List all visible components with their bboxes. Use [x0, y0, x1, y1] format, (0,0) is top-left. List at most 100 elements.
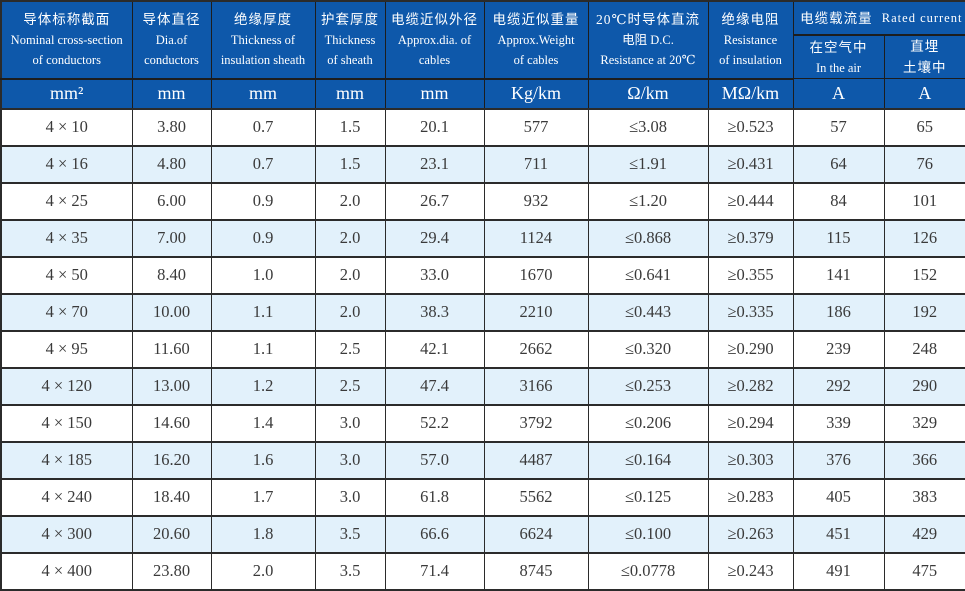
cell-cross-section: 4 × 35: [1, 220, 132, 257]
cell-conductor-diameter: 23.80: [132, 553, 211, 590]
table-row: 4 × 16 4.80 0.7 1.5 23.1 711 ≤1.91 ≥0.43…: [1, 146, 965, 183]
units-row: mm² mm mm mm mm Kg/km Ω/km MΩ/km A A: [1, 79, 965, 109]
cell-insulation-thickness: 0.7: [211, 109, 315, 146]
header-line-en: Dia.of: [133, 30, 211, 50]
cell-sheath-thickness: 2.0: [315, 257, 385, 294]
cell-current-buried: 101: [884, 183, 965, 220]
cell-sheath-thickness: 1.5: [315, 109, 385, 146]
cell-current-buried: 366: [884, 442, 965, 479]
cell-current-in-air: 186: [793, 294, 884, 331]
cell-approx-weight: 5562: [484, 479, 588, 516]
cell-cross-section: 4 × 240: [1, 479, 132, 516]
header-line-en: Thickness: [316, 30, 385, 50]
cell-current-in-air: 491: [793, 553, 884, 590]
cell-insulation-resistance: ≥0.290: [708, 331, 793, 368]
cell-insulation-resistance: ≥0.243: [708, 553, 793, 590]
table-row: 4 × 10 3.80 0.7 1.5 20.1 577 ≤3.08 ≥0.52…: [1, 109, 965, 146]
header-line-en: of sheath: [316, 50, 385, 70]
header-line-zh: 在空气中: [794, 37, 884, 58]
table-row: 4 × 400 23.80 2.0 3.5 71.4 8745 ≤0.0778 …: [1, 553, 965, 590]
cell-current-in-air: 376: [793, 442, 884, 479]
cell-dc-resistance: ≤1.91: [588, 146, 708, 183]
cell-insulation-resistance: ≥0.263: [708, 516, 793, 553]
table-row: 4 × 70 10.00 1.1 2.0 38.3 2210 ≤0.443 ≥0…: [1, 294, 965, 331]
cell-dc-resistance: ≤0.253: [588, 368, 708, 405]
cell-insulation-resistance: ≥0.355: [708, 257, 793, 294]
cell-approx-diameter: 29.4: [385, 220, 484, 257]
header-approx-weight: 电缆近似重量 Approx.Weight of cables: [484, 1, 588, 79]
cell-current-in-air: 239: [793, 331, 884, 368]
cell-approx-diameter: 38.3: [385, 294, 484, 331]
table-body: 4 × 10 3.80 0.7 1.5 20.1 577 ≤3.08 ≥0.52…: [1, 109, 965, 590]
cell-cross-section: 4 × 120: [1, 368, 132, 405]
table-row: 4 × 185 16.20 1.6 3.0 57.0 4487 ≤0.164 ≥…: [1, 442, 965, 479]
cell-insulation-thickness: 0.9: [211, 220, 315, 257]
header-line-zh: 导体标称截面: [2, 9, 132, 30]
cell-insulation-resistance: ≥0.282: [708, 368, 793, 405]
cell-conductor-diameter: 13.00: [132, 368, 211, 405]
header-line-en: Resistance: [709, 30, 793, 50]
cell-insulation-thickness: 1.1: [211, 331, 315, 368]
cell-approx-diameter: 57.0: [385, 442, 484, 479]
header-in-air: 在空气中 In the air: [793, 35, 884, 79]
cell-approx-weight: 577: [484, 109, 588, 146]
cell-sheath-thickness: 2.0: [315, 220, 385, 257]
table-row: 4 × 25 6.00 0.9 2.0 26.7 932 ≤1.20 ≥0.44…: [1, 183, 965, 220]
cell-dc-resistance: ≤0.100: [588, 516, 708, 553]
header-line-en: of insulation: [709, 50, 793, 70]
cell-sheath-thickness: 3.5: [315, 553, 385, 590]
header-line-zh: 电缆近似重量: [485, 9, 588, 30]
header-buried-in-soil: 直埋 土壤中: [884, 35, 965, 79]
table-header: 导体标称截面 Nominal cross-section of conducto…: [1, 1, 965, 109]
cell-current-buried: 126: [884, 220, 965, 257]
cell-current-in-air: 64: [793, 146, 884, 183]
cell-conductor-diameter: 3.80: [132, 109, 211, 146]
cell-conductor-diameter: 4.80: [132, 146, 211, 183]
cell-dc-resistance: ≤3.08: [588, 109, 708, 146]
cell-approx-weight: 6624: [484, 516, 588, 553]
unit-cell: mm²: [1, 79, 132, 109]
cell-insulation-thickness: 1.2: [211, 368, 315, 405]
header-line-en: Approx.Weight: [485, 30, 588, 50]
cell-current-in-air: 84: [793, 183, 884, 220]
cell-dc-resistance: ≤1.20: [588, 183, 708, 220]
cell-current-buried: 192: [884, 294, 965, 331]
cell-insulation-resistance: ≥0.379: [708, 220, 793, 257]
cell-cross-section: 4 × 50: [1, 257, 132, 294]
cell-sheath-thickness: 3.0: [315, 405, 385, 442]
cell-current-buried: 65: [884, 109, 965, 146]
cell-current-buried: 152: [884, 257, 965, 294]
cell-approx-weight: 932: [484, 183, 588, 220]
header-rated-current-group: 电缆载流量 Rated current: [793, 1, 965, 35]
cell-cross-section: 4 × 10: [1, 109, 132, 146]
cell-current-in-air: 339: [793, 405, 884, 442]
cell-insulation-thickness: 1.1: [211, 294, 315, 331]
table-row: 4 × 95 11.60 1.1 2.5 42.1 2662 ≤0.320 ≥0…: [1, 331, 965, 368]
unit-cell: mm: [211, 79, 315, 109]
cell-approx-weight: 711: [484, 146, 588, 183]
cell-approx-diameter: 66.6: [385, 516, 484, 553]
table-row: 4 × 300 20.60 1.8 3.5 66.6 6624 ≤0.100 ≥…: [1, 516, 965, 553]
cell-conductor-diameter: 11.60: [132, 331, 211, 368]
header-line-zh: 20℃时导体直流: [589, 9, 708, 30]
header-line-en: insulation sheath: [212, 50, 315, 70]
cell-sheath-thickness: 2.5: [315, 331, 385, 368]
cell-insulation-resistance: ≥0.303: [708, 442, 793, 479]
header-line-en: Approx.dia. of: [386, 30, 484, 50]
header-approx-diameter: 电缆近似外径 Approx.dia. of cables: [385, 1, 484, 79]
unit-cell: MΩ/km: [708, 79, 793, 109]
header-line-en: Thickness of: [212, 30, 315, 50]
unit-cell: mm: [385, 79, 484, 109]
cell-insulation-thickness: 0.7: [211, 146, 315, 183]
header-line-zh: 电缆近似外径: [386, 9, 484, 30]
cell-insulation-resistance: ≥0.431: [708, 146, 793, 183]
cell-current-buried: 248: [884, 331, 965, 368]
cell-insulation-resistance: ≥0.294: [708, 405, 793, 442]
cell-cross-section: 4 × 150: [1, 405, 132, 442]
cell-dc-resistance: ≤0.641: [588, 257, 708, 294]
header-line-en: conductors: [133, 50, 211, 70]
cell-insulation-resistance: ≥0.523: [708, 109, 793, 146]
table-row: 4 × 50 8.40 1.0 2.0 33.0 1670 ≤0.641 ≥0.…: [1, 257, 965, 294]
header-line-zh: 绝缘厚度: [212, 9, 315, 30]
cell-dc-resistance: ≤0.125: [588, 479, 708, 516]
